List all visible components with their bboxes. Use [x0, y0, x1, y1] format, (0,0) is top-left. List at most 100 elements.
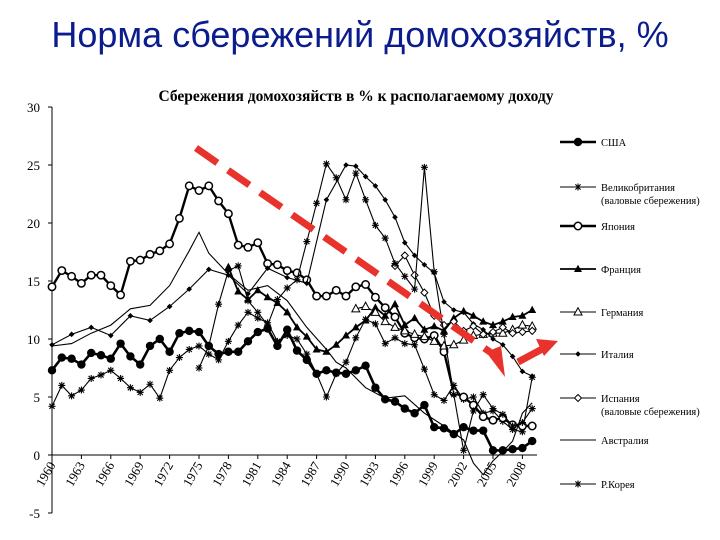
legend-label: Великобритания [601, 183, 675, 194]
data-point [312, 345, 321, 353]
data-point [421, 261, 428, 268]
data-point [381, 340, 389, 348]
data-point [332, 370, 340, 378]
data-point [243, 337, 253, 346]
data-point [322, 347, 331, 355]
data-point [57, 353, 66, 362]
series-layer [47, 160, 538, 476]
data-point [49, 342, 55, 348]
data-point [282, 266, 292, 276]
legend-marker [574, 264, 582, 272]
data-point [430, 422, 439, 432]
data-point [411, 341, 419, 349]
series-group [47, 324, 537, 455]
data-point [195, 342, 203, 350]
data-point [420, 288, 429, 297]
data-point [352, 334, 360, 342]
data-point [273, 296, 281, 304]
data-point [401, 340, 409, 348]
x-tick-label: 1960 [33, 459, 59, 489]
legend-item: Германия [560, 306, 643, 319]
series-line [394, 254, 533, 336]
data-point [479, 426, 488, 435]
data-point [126, 384, 134, 392]
x-tick-label: 1969 [121, 459, 147, 489]
data-point [234, 262, 242, 270]
data-point [391, 299, 399, 308]
data-point [469, 393, 477, 401]
data-point [392, 214, 398, 220]
data-point [441, 299, 447, 305]
data-point [351, 323, 360, 331]
data-point [362, 196, 370, 204]
y-tick-label: 30 [27, 100, 40, 115]
y-tick-label: 15 [27, 274, 40, 289]
data-point [303, 238, 311, 246]
data-point [460, 309, 467, 316]
data-point [174, 213, 184, 223]
data-point [351, 366, 360, 375]
data-point [478, 412, 488, 422]
data-point [429, 335, 440, 345]
data-point [135, 255, 145, 265]
data-point [304, 280, 310, 287]
legend-label: Япония [601, 222, 635, 233]
x-tick-label: 1972 [150, 459, 176, 489]
data-point [243, 242, 253, 252]
data-point [215, 300, 223, 308]
data-point [68, 392, 76, 400]
y-tick-label: 10 [27, 332, 40, 347]
y-tick-label: 25 [27, 158, 40, 173]
data-point [97, 371, 105, 379]
x-tick-label: 1993 [356, 459, 382, 489]
series-group [47, 181, 537, 431]
data-point [293, 276, 301, 284]
data-point [350, 303, 361, 313]
data-point [343, 162, 349, 168]
data-point [528, 436, 537, 446]
data-point [273, 337, 281, 345]
data-point [430, 321, 439, 330]
data-point [116, 290, 126, 300]
data-point [322, 366, 331, 375]
data-point [479, 317, 488, 325]
data-point [508, 445, 517, 454]
data-point [488, 415, 498, 425]
x-tick-label: 1990 [327, 459, 353, 489]
y-tick-label: -5 [29, 506, 40, 521]
data-point [253, 238, 263, 248]
data-point [293, 323, 301, 331]
data-point [234, 321, 242, 329]
data-point [155, 334, 164, 344]
data-point [206, 266, 212, 273]
data-point [528, 405, 536, 413]
data-point [498, 323, 508, 332]
data-point [508, 328, 517, 338]
data-point [185, 345, 193, 353]
x-tick-label: 1996 [385, 459, 411, 489]
data-point [186, 286, 192, 292]
data-point [478, 330, 488, 339]
data-point [244, 297, 252, 305]
data-point [145, 341, 155, 351]
data-point [205, 350, 213, 358]
data-point [410, 409, 419, 418]
x-tick-label: 1999 [415, 459, 441, 489]
arrow-head-right [536, 339, 558, 356]
x-tick-label: 2008 [503, 459, 529, 489]
data-point [420, 325, 429, 333]
data-point [380, 316, 391, 326]
data-point [87, 348, 96, 358]
data-point [370, 292, 380, 302]
data-point [352, 169, 360, 177]
data-point [519, 368, 526, 375]
data-point [77, 360, 86, 369]
data-point [411, 252, 418, 259]
data-point [371, 383, 380, 392]
data-point [145, 249, 155, 259]
data-point [254, 308, 262, 316]
arrow-head-left [486, 346, 505, 377]
data-point [390, 397, 400, 406]
data-point [86, 270, 96, 280]
data-point [371, 221, 379, 229]
